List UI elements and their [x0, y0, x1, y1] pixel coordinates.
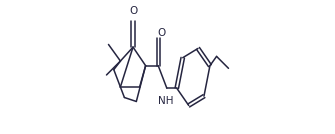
- Text: O: O: [157, 27, 166, 38]
- Text: NH: NH: [158, 96, 174, 107]
- Text: O: O: [129, 6, 137, 16]
